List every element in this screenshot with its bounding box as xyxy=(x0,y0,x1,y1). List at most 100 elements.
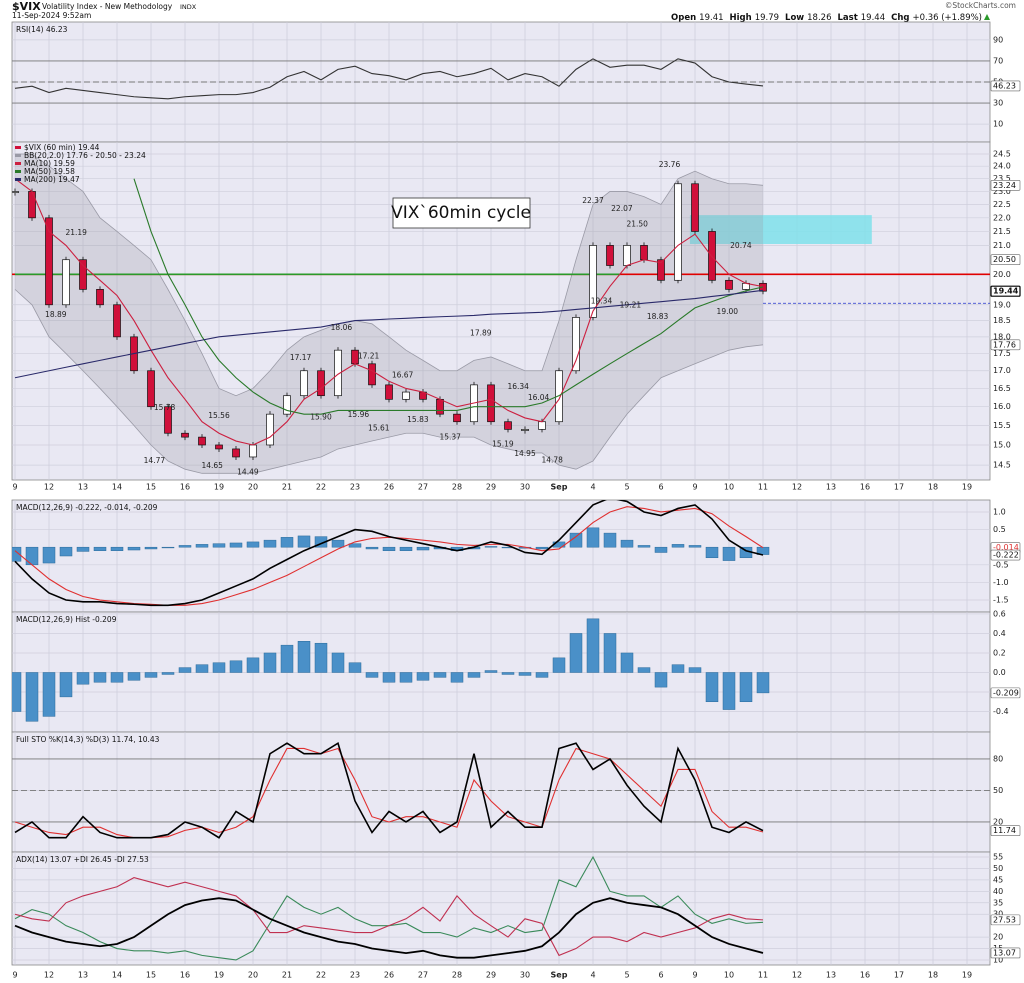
point-label: 17.89 xyxy=(470,328,492,337)
y-tick-label: 18.0 xyxy=(993,332,1011,341)
histogram-bar xyxy=(722,672,736,710)
point-label: 17.17 xyxy=(290,353,312,362)
y-tick-label: 17.5 xyxy=(993,349,1011,358)
x-tick-label: 9 xyxy=(692,483,697,492)
candle xyxy=(164,406,172,434)
candle xyxy=(725,279,733,290)
candle xyxy=(28,191,36,219)
y-tick-label: -1.0 xyxy=(993,578,1009,587)
exchange: INDX xyxy=(180,3,197,11)
series-line xyxy=(14,897,764,959)
y-tick-label: 0.0 xyxy=(993,668,1006,677)
x-tick-label: 11 xyxy=(758,483,768,492)
candle xyxy=(12,191,19,194)
symbol: $VIX xyxy=(12,0,41,13)
candle xyxy=(606,245,614,266)
histogram-bar xyxy=(467,672,481,678)
y-tick-label: 40 xyxy=(993,887,1003,896)
x-tick-label: 16 xyxy=(180,483,190,492)
point-label: 22.37 xyxy=(582,196,604,205)
candle xyxy=(640,245,648,261)
series-line xyxy=(14,500,764,607)
histogram-bar xyxy=(654,672,668,688)
y-tick-label: 50 xyxy=(993,786,1003,795)
point-label: 21.19 xyxy=(65,228,87,237)
x-tick-label: 26 xyxy=(384,483,394,492)
candle xyxy=(623,245,631,266)
y-tick-label: 22.5 xyxy=(993,200,1011,209)
histogram-bar xyxy=(161,672,175,675)
panel-background xyxy=(11,611,991,733)
histogram-bar xyxy=(739,672,753,703)
candle xyxy=(657,259,665,281)
point-label: 14.95 xyxy=(514,449,536,458)
histogram-bar xyxy=(127,546,141,551)
histogram-bar xyxy=(484,670,498,673)
point-label: 16.04 xyxy=(528,393,550,402)
panel xyxy=(12,500,990,612)
candle xyxy=(96,289,104,306)
histogram-bar xyxy=(535,546,549,550)
x-tick-label: 20 xyxy=(248,971,258,980)
histogram-bar xyxy=(127,672,141,681)
series-line xyxy=(133,178,764,415)
end-label-box xyxy=(990,947,1021,959)
histogram-bar xyxy=(688,545,702,548)
x-tick-label: 10 xyxy=(724,483,734,492)
end-label-box xyxy=(990,285,1021,297)
histogram-bar xyxy=(93,546,107,551)
panel-title: MACD(12,26,9) Hist -0.209 xyxy=(16,615,117,624)
y-tick-label: 20 xyxy=(993,933,1003,942)
quote-value: 19.79 xyxy=(755,13,779,23)
histogram-bar xyxy=(433,672,447,678)
y-tick-label: 23.0 xyxy=(993,187,1011,196)
x-tick-label: 27 xyxy=(418,971,428,980)
end-label: 46.23 xyxy=(993,81,1016,90)
histogram-bar xyxy=(297,641,311,673)
y-tick-label: 16.0 xyxy=(993,402,1011,411)
panel xyxy=(12,142,990,480)
x-tick-label: 29 xyxy=(486,971,496,980)
x-tick-label: 16 xyxy=(860,483,870,492)
candle xyxy=(300,370,308,397)
legend-entry: MA(10) 19.59 xyxy=(24,159,75,168)
x-tick-label: 13 xyxy=(826,483,836,492)
histogram-bar xyxy=(76,672,90,685)
quote-value: 19.41 xyxy=(699,13,723,23)
histogram-bar xyxy=(331,539,345,548)
point-label: 16.67 xyxy=(392,370,414,379)
histogram-bar xyxy=(416,546,430,551)
histogram-bar xyxy=(348,662,362,673)
histogram-bar xyxy=(586,618,600,673)
y-tick-label: 90 xyxy=(993,35,1003,44)
histogram-bar xyxy=(535,672,549,678)
x-tick-label: 28 xyxy=(452,483,462,492)
x-tick-label: 15 xyxy=(146,483,156,492)
candle xyxy=(385,384,393,400)
histogram-bar xyxy=(501,672,515,675)
candle xyxy=(249,444,257,458)
x-tick-label: 21 xyxy=(282,971,292,980)
y-tick-label: 1.0 xyxy=(993,507,1006,516)
x-tick-label: 12 xyxy=(44,483,54,492)
y-tick-label: 50 xyxy=(993,864,1003,873)
candle xyxy=(215,444,223,450)
candle xyxy=(113,304,121,338)
histogram-bar xyxy=(93,672,107,683)
panel xyxy=(12,612,990,732)
histogram-bar xyxy=(212,543,226,548)
candle xyxy=(708,231,716,281)
panel-background xyxy=(11,499,991,613)
panel-background xyxy=(11,851,991,966)
histogram-bar xyxy=(42,672,56,717)
y-tick-label: 20.0 xyxy=(993,270,1011,279)
panel-background xyxy=(11,731,991,853)
x-tick-label: 16 xyxy=(180,971,190,980)
point-label: 15.56 xyxy=(208,411,230,420)
candle xyxy=(198,436,206,446)
candle xyxy=(147,370,155,408)
x-tick-label: Sep xyxy=(551,971,568,980)
candle xyxy=(368,363,376,386)
x-tick-label: 22 xyxy=(316,971,326,980)
